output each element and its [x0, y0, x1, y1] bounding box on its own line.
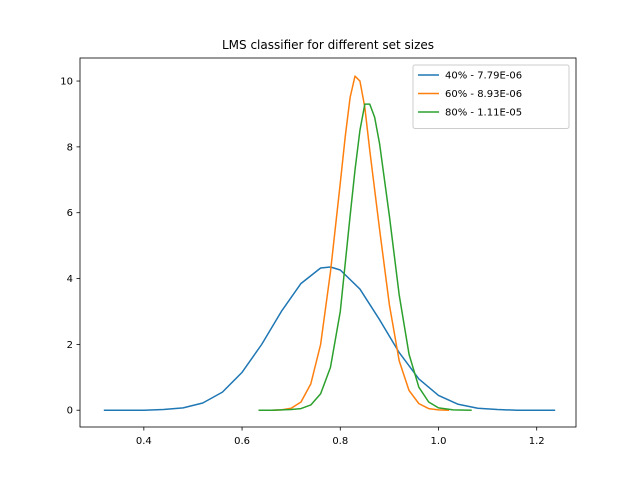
legend-label: 60% - 8.93E-06 — [445, 89, 522, 100]
y-tick-label: 8 — [67, 142, 73, 153]
y-tick-label: 6 — [67, 208, 73, 219]
y-tick-label: 2 — [67, 340, 73, 351]
legend-box — [412, 64, 570, 129]
legend-label: 40% - 7.79E-06 — [445, 71, 522, 82]
series-line-2 — [258, 75, 450, 411]
x-tick-label: 0.6 — [234, 436, 250, 447]
legend-label: 80% - 1.11E-05 — [445, 108, 522, 119]
plot-area: 0.4 0.6 0.8 1.0 1.2 0 2 4 6 8 10 — [60, 57, 577, 447]
axes-frame — [79, 57, 577, 428]
series-line-3 — [258, 103, 472, 411]
x-tick-label: 1.2 — [529, 436, 545, 447]
chart-title: LMS classifier for different set sizes — [222, 38, 434, 52]
y-tick-label: 10 — [60, 77, 73, 88]
legend: 40% - 7.79E-06 60% - 8.93E-06 80% - 1.11E-… — [412, 64, 570, 129]
y-tick-label: 0 — [67, 406, 73, 417]
x-tick-label: 1.0 — [431, 436, 447, 447]
x-tick-label: 0.4 — [136, 436, 152, 447]
y-tick-label: 4 — [67, 274, 73, 285]
x-tick-label: 0.8 — [332, 436, 348, 447]
